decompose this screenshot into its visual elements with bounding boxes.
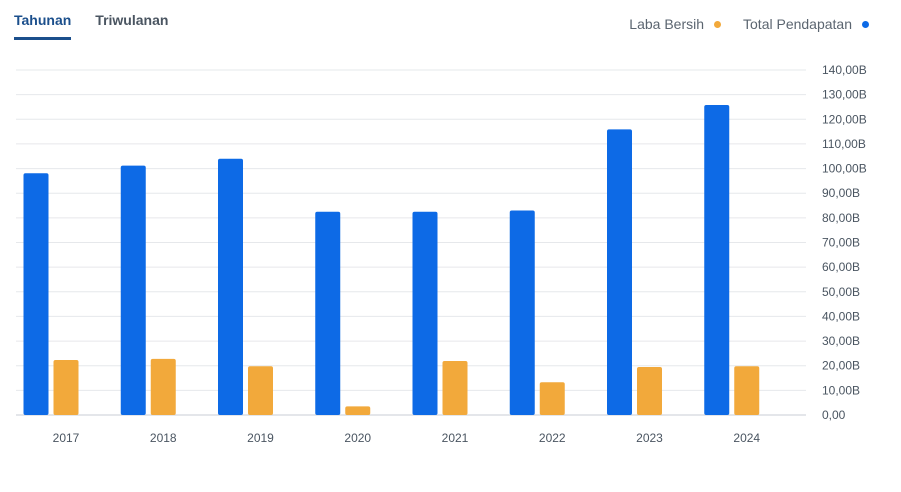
bar-total-pendapatan-2022 xyxy=(509,210,535,415)
legend-item-total-pendapatan[interactable]: Total Pendapatan xyxy=(743,16,869,32)
y-tick-label: 100,00B xyxy=(822,162,867,176)
legend-dot-total-pendapatan xyxy=(862,20,869,28)
tab-tahunan[interactable]: Tahunan xyxy=(14,12,72,40)
y-tick-label: 90,00B xyxy=(822,186,860,200)
bar-total-pendapatan-2024 xyxy=(704,104,730,415)
legend-label-laba-bersih: Laba Bersih xyxy=(629,16,705,32)
x-tick-label: 2021 xyxy=(442,431,469,445)
y-tick-label: 30,00B xyxy=(822,334,860,348)
bar-laba-bersih-2021 xyxy=(442,361,468,415)
y-tick-label: 130,00B xyxy=(822,88,867,102)
bar-total-pendapatan-2021 xyxy=(412,211,438,415)
y-tick-label: 0,00 xyxy=(822,408,846,422)
legend-item-laba-bersih[interactable]: Laba Bersih xyxy=(629,16,722,32)
bar-laba-bersih-2020 xyxy=(345,406,371,415)
y-tick-label: 140,00B xyxy=(822,63,867,77)
bar-laba-bersih-2018 xyxy=(150,358,176,415)
bar-total-pendapatan-2023 xyxy=(607,129,632,415)
y-tick-label: 40,00B xyxy=(822,309,860,323)
bar-laba-bersih-2024 xyxy=(734,366,760,415)
legend-dot-laba-bersih xyxy=(714,20,722,28)
legend-label-total-pendapatan: Total Pendapatan xyxy=(743,16,852,32)
y-tick-label: 50,00B xyxy=(822,285,860,299)
y-tick-label: 80,00B xyxy=(822,211,860,225)
bar-laba-bersih-2019 xyxy=(248,366,273,415)
x-tick-label: 2018 xyxy=(150,431,177,445)
bar-total-pendapatan-2018 xyxy=(120,165,146,415)
period-tabs: Tahunan Triwulanan xyxy=(14,12,168,40)
tab-triwulanan[interactable]: Triwulanan xyxy=(95,12,169,28)
bar-total-pendapatan-2019 xyxy=(218,158,243,415)
y-tick-label: 60,00B xyxy=(822,260,860,274)
y-tick-label: 10,00B xyxy=(822,383,860,397)
x-tick-label: 2022 xyxy=(539,431,566,445)
bar-laba-bersih-2022 xyxy=(539,382,565,415)
x-tick-label: 2019 xyxy=(247,431,274,445)
y-tick-label: 120,00B xyxy=(822,112,867,126)
chart-legend: Laba Bersih Total Pendapatan xyxy=(629,16,869,32)
x-tick-label: 2017 xyxy=(53,431,80,445)
bar-laba-bersih-2017 xyxy=(53,360,79,415)
x-tick-label: 2023 xyxy=(636,431,663,445)
x-tick-label: 2024 xyxy=(733,431,760,445)
x-tick-label: 2020 xyxy=(344,431,371,445)
bar-total-pendapatan-2017 xyxy=(23,173,49,415)
y-tick-label: 70,00B xyxy=(822,236,860,250)
bar-laba-bersih-2023 xyxy=(637,366,662,415)
y-tick-label: 20,00B xyxy=(822,359,860,373)
bar-total-pendapatan-2020 xyxy=(315,211,341,415)
y-tick-label: 110,00B xyxy=(822,137,866,151)
